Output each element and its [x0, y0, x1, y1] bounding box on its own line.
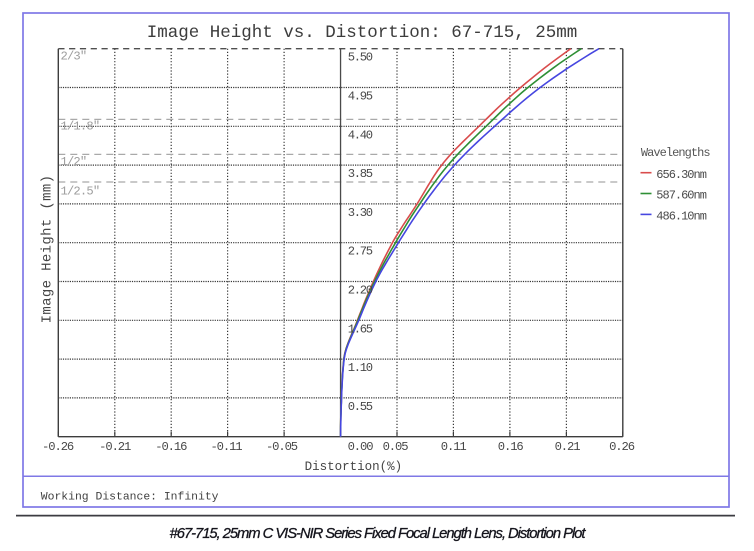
svg-text:2.20: 2.20	[348, 284, 373, 298]
svg-text:1/2": 1/2"	[61, 155, 87, 169]
svg-text:4.95: 4.95	[348, 90, 373, 104]
svg-text:486.10nm: 486.10nm	[656, 209, 706, 223]
svg-text:2/3": 2/3"	[61, 50, 87, 64]
svg-text:4.40: 4.40	[348, 128, 373, 142]
svg-text:Distortion(%): Distortion(%)	[305, 460, 403, 474]
svg-text:0.55: 0.55	[348, 400, 373, 414]
svg-text:0.26: 0.26	[609, 440, 635, 454]
svg-text:2.75: 2.75	[348, 245, 373, 259]
svg-text:Image Height (mm): Image Height (mm)	[40, 175, 56, 324]
svg-text:-0.16: -0.16	[155, 440, 187, 454]
svg-text:0.21: 0.21	[555, 440, 581, 454]
svg-text:587.60nm: 587.60nm	[656, 189, 706, 203]
svg-text:0.05: 0.05	[383, 440, 409, 454]
svg-text:Image Height vs. Distortion: 6: Image Height vs. Distortion: 67-715, 25m…	[147, 23, 578, 43]
svg-text:1/2.5": 1/2.5"	[61, 184, 100, 198]
svg-text:Working Distance: Infinity: Working Distance: Infinity	[41, 491, 219, 503]
svg-text:1.10: 1.10	[348, 361, 373, 375]
svg-text:656.30nm: 656.30nm	[656, 168, 706, 182]
svg-text:-0.26: -0.26	[42, 440, 74, 454]
svg-text:0.00: 0.00	[348, 440, 374, 454]
svg-text:-0.05: -0.05	[266, 440, 298, 454]
svg-text:3.30: 3.30	[348, 206, 373, 220]
svg-text:1.65: 1.65	[348, 322, 373, 336]
svg-text:0.16: 0.16	[498, 440, 524, 454]
svg-text:1/1.8": 1/1.8"	[61, 120, 100, 134]
svg-text:-0.11: -0.11	[210, 440, 242, 454]
svg-text:5.50: 5.50	[348, 51, 373, 65]
svg-text:0.11: 0.11	[441, 440, 467, 454]
svg-text:3.85: 3.85	[348, 167, 373, 181]
svg-text:-0.21: -0.21	[99, 440, 131, 454]
svg-text:Wavelengths: Wavelengths	[641, 146, 711, 160]
